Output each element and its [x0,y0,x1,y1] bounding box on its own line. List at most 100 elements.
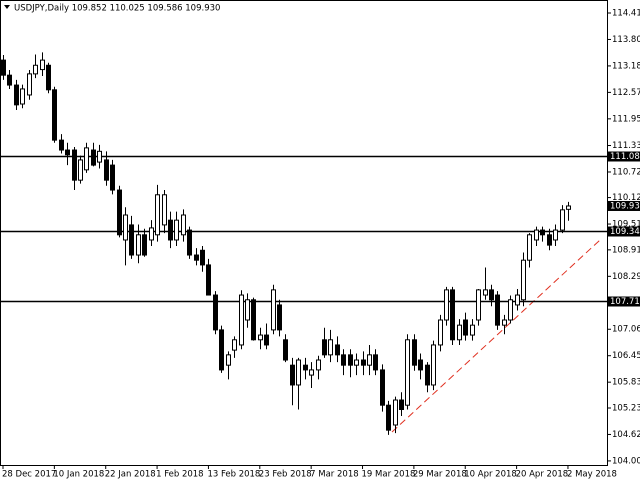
candle-body [502,319,507,326]
candle-body [393,399,398,426]
candle-body [219,329,224,371]
y-tick-label: 107.065 [612,325,640,335]
candle-body [290,364,295,386]
candle-body [264,334,269,346]
candle-body [283,339,288,361]
plot-frame [0,0,608,466]
candle-body [367,354,372,366]
candle-body [46,64,51,91]
candle-body [1,59,6,76]
chart-title: USDJPY,Daily 109.852 110.025 109.586 109… [14,4,220,14]
x-tick-label: 10 Jan 2018 [53,470,104,480]
candle-body [72,149,77,181]
candle-body [566,205,571,210]
candle-body [117,189,122,236]
y-tick-label: 112.570 [612,88,640,98]
level-label-box [608,151,640,162]
candle-body [52,89,57,141]
y-tick-label: 108.295 [612,272,640,282]
level-label: 109.347 [610,227,640,237]
candle-body [251,299,256,341]
y-tick-label: 110.720 [612,167,640,177]
candle-body [104,159,109,181]
y-tick-label: 108.910 [612,245,640,255]
candle-body [361,359,366,366]
candle-body [540,229,545,236]
y-tick-label: 105.235 [612,403,640,413]
candle-body [412,339,417,366]
candle-body [232,339,237,351]
candle-body [14,84,19,106]
candle-body [348,354,353,366]
candle-body [200,249,205,266]
candle-body [399,399,404,410]
candle-body [483,289,488,296]
candle-body [129,224,134,256]
y-tick-label: 110.125 [612,193,640,203]
candle-body [354,359,359,366]
candle-body [476,289,481,321]
candle-body [560,209,565,231]
candle-body [162,194,167,226]
candle-body [59,139,64,151]
candle-body [405,339,410,406]
candle-body [521,259,526,301]
candle-body [174,219,179,241]
y-tick-label: 104.005 [612,456,640,466]
candle-body [33,64,38,75]
x-tick-label: 1 Feb 2018 [156,470,204,480]
y-tick-label: 111.955 [612,114,640,124]
candle-body [206,264,211,296]
candle-body [78,159,83,181]
price-label-box [608,200,640,211]
candle-body [553,229,558,241]
candle-body [110,164,115,191]
level-label-box [608,296,640,307]
candle-body [489,289,494,301]
candle-body [7,74,12,86]
candle-body [322,339,327,356]
candle-body [149,227,154,241]
candle-body [547,234,552,246]
level-label: 111.083 [610,152,640,162]
trend-line [391,239,601,433]
candle-body [386,404,391,431]
x-tick-label: 7 Mar 2018 [310,470,358,480]
candle-body [136,234,141,256]
candle-body [84,147,89,171]
y-tick-label: 114.415 [612,8,640,18]
candle-body [373,354,378,371]
candle-body [309,369,314,376]
candle-body [40,59,45,71]
candle-body [213,294,218,331]
price-label: 109.930 [610,201,640,211]
candle-body [463,319,468,336]
x-tick-label: 2 May 2018 [567,470,617,480]
x-tick-label: 28 Dec 2017 [2,470,56,480]
x-tick-label: 19 Mar 2018 [362,470,416,480]
candle-body [431,344,436,386]
candle-body [438,319,443,346]
y-tick-label: 113.800 [612,35,640,45]
candle-body [425,364,430,386]
candle-body [65,149,70,156]
x-tick-label: 23 Feb 2018 [259,470,312,480]
candle-body [20,88,25,105]
candle-body [316,359,321,371]
x-tick-label: 29 Mar 2018 [413,470,467,480]
candle-body [450,289,455,341]
candle-body [328,339,333,356]
candle-body [271,289,276,331]
candle-body [123,214,128,241]
candle-body [168,219,173,241]
level-label-box [608,226,640,237]
candle-body [155,194,160,236]
candle-body [457,324,462,341]
candle-body [91,149,96,166]
candle-body [380,369,385,406]
candle-body [444,289,449,321]
candle-body [258,334,263,341]
candle-body [296,359,301,386]
candle-body [527,234,532,261]
